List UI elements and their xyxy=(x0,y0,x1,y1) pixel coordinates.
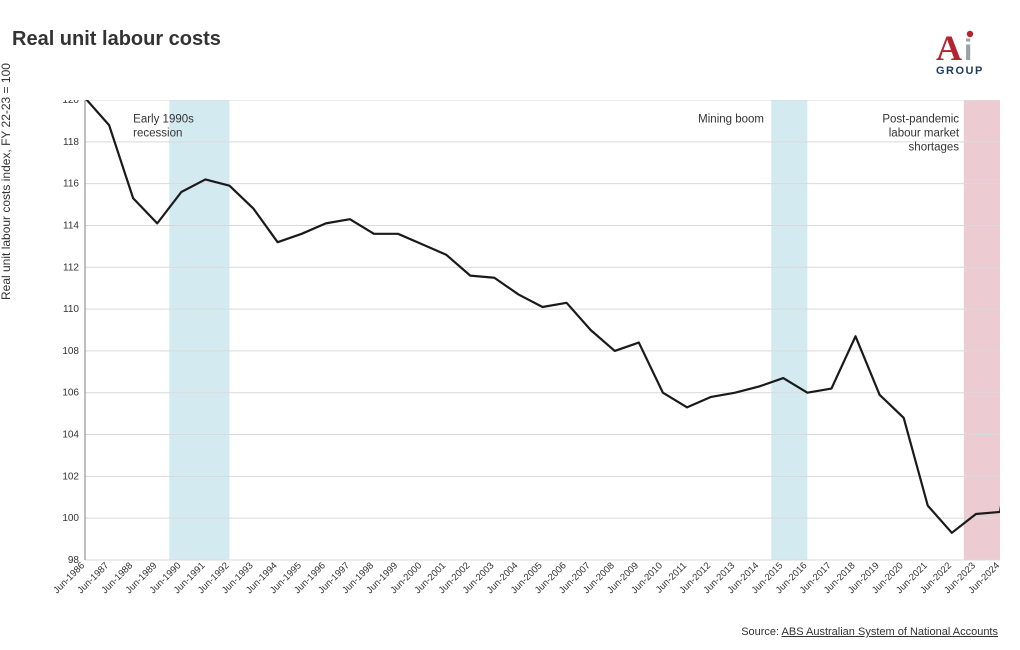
svg-text:A: A xyxy=(936,28,962,68)
chart-container: 98100102104106108110112114116118120Jun-1… xyxy=(30,100,1000,570)
source-caption: Source: ABS Australian System of Nationa… xyxy=(741,626,998,638)
svg-text:recession: recession xyxy=(133,128,182,140)
svg-text:GROUP: GROUP xyxy=(936,65,984,76)
svg-text:120: 120 xyxy=(62,100,79,106)
svg-text:112: 112 xyxy=(63,262,79,273)
svg-text:102: 102 xyxy=(62,471,79,482)
page-title: Real unit labour costs xyxy=(12,28,221,51)
svg-text:labour market: labour market xyxy=(889,128,960,140)
line-chart: 98100102104106108110112114116118120Jun-1… xyxy=(30,100,1000,620)
svg-text:shortages: shortages xyxy=(909,142,960,154)
svg-text:Post-pandemic: Post-pandemic xyxy=(882,114,959,126)
svg-text:100: 100 xyxy=(62,513,79,524)
page-root: Real unit labour costs A i GROUP Real un… xyxy=(0,0,1020,650)
svg-text:110: 110 xyxy=(63,304,79,315)
svg-text:116: 116 xyxy=(63,179,79,190)
y-axis-label: Real unit labour costs index, FY 22-23 =… xyxy=(0,63,13,300)
source-prefix: Source: xyxy=(741,626,781,638)
svg-text:118: 118 xyxy=(63,137,79,148)
svg-text:106: 106 xyxy=(62,388,79,399)
aigroup-logo: A i GROUP xyxy=(936,28,998,76)
svg-text:114: 114 xyxy=(63,220,79,231)
svg-text:i: i xyxy=(964,34,972,67)
svg-text:Early 1990s: Early 1990s xyxy=(133,114,194,126)
source-link[interactable]: ABS Australian System of National Accoun… xyxy=(782,626,998,638)
svg-text:104: 104 xyxy=(62,430,79,441)
svg-text:108: 108 xyxy=(62,346,79,357)
svg-text:Mining boom: Mining boom xyxy=(698,114,764,126)
